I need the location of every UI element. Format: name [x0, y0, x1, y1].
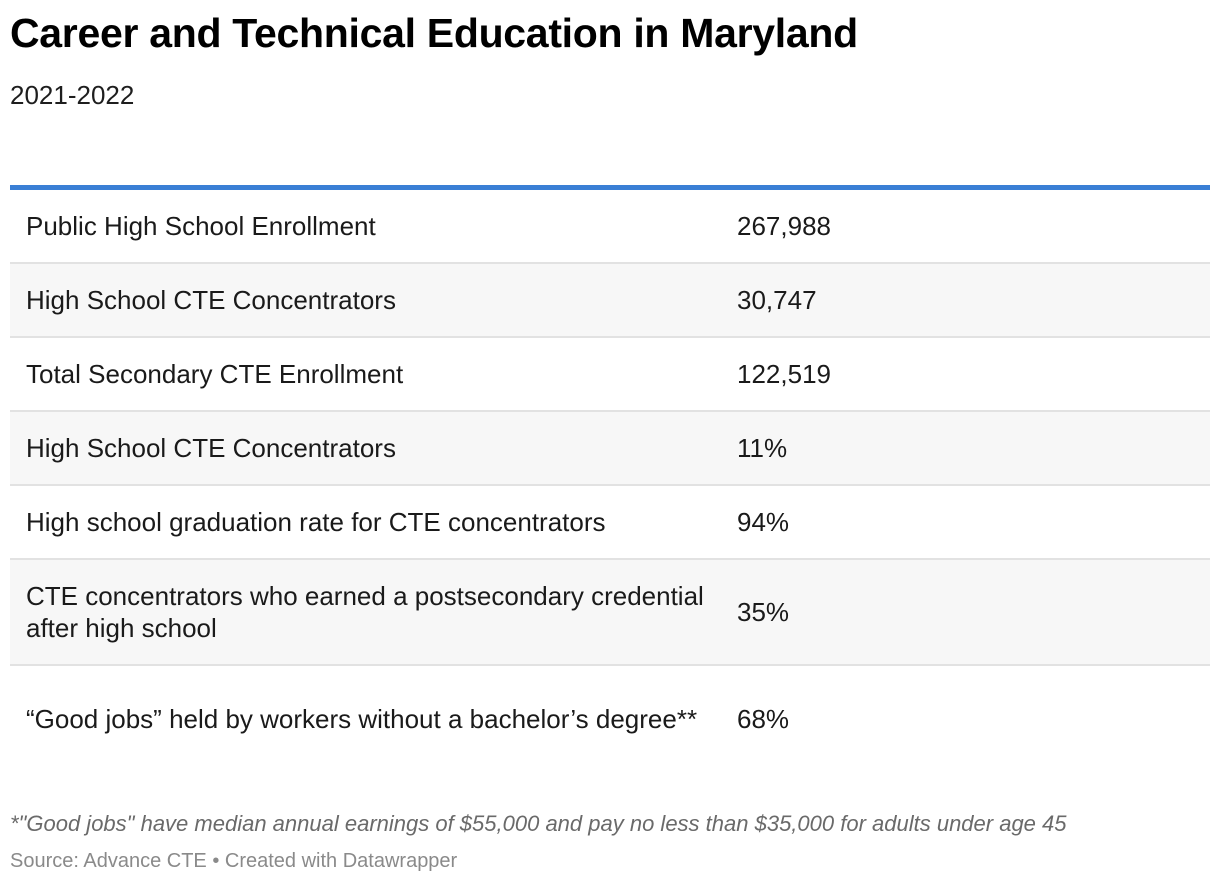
row-value: 11%	[737, 433, 788, 463]
table-row: CTE concentrators who earned a postsecon…	[10, 560, 1210, 666]
row-value: 68%	[737, 704, 790, 734]
page-title: Career and Technical Education in Maryla…	[10, 10, 858, 56]
source-credit: Source: Advance CTE • Created with Dataw…	[10, 850, 458, 872]
row-value: 267,988	[737, 211, 831, 241]
row-label: Total Secondary CTE Enrollment	[26, 359, 404, 389]
table-row: High School CTE Concentrators 30,747	[10, 264, 1210, 338]
row-label: “Good jobs” held by workers without a ba…	[26, 704, 698, 734]
row-value: 122,519	[737, 359, 831, 389]
row-value: 30,747	[737, 285, 817, 315]
table-row: Public High School Enrollment 267,988	[10, 190, 1210, 264]
footnote: *"Good jobs" have median annual earnings…	[10, 811, 1067, 836]
row-value: 94%	[737, 507, 790, 537]
table-row: Total Secondary CTE Enrollment 122,519	[10, 338, 1210, 412]
row-label: High school graduation rate for CTE conc…	[26, 507, 606, 537]
table-row: High school graduation rate for CTE conc…	[10, 486, 1210, 560]
page-subtitle: 2021-2022	[10, 80, 135, 110]
row-value: 35%	[737, 597, 790, 627]
row-label: High School CTE Concentrators	[26, 285, 396, 315]
data-table: Public High School Enrollment 267,988 Hi…	[10, 185, 1210, 772]
row-label: Public High School Enrollment	[26, 211, 376, 241]
table-row: High School CTE Concentrators 11%	[10, 412, 1210, 486]
row-label: CTE concentrators who earned a postsecon…	[26, 581, 704, 643]
table-row: “Good jobs” held by workers without a ba…	[10, 666, 1210, 772]
row-label: High School CTE Concentrators	[26, 433, 396, 463]
